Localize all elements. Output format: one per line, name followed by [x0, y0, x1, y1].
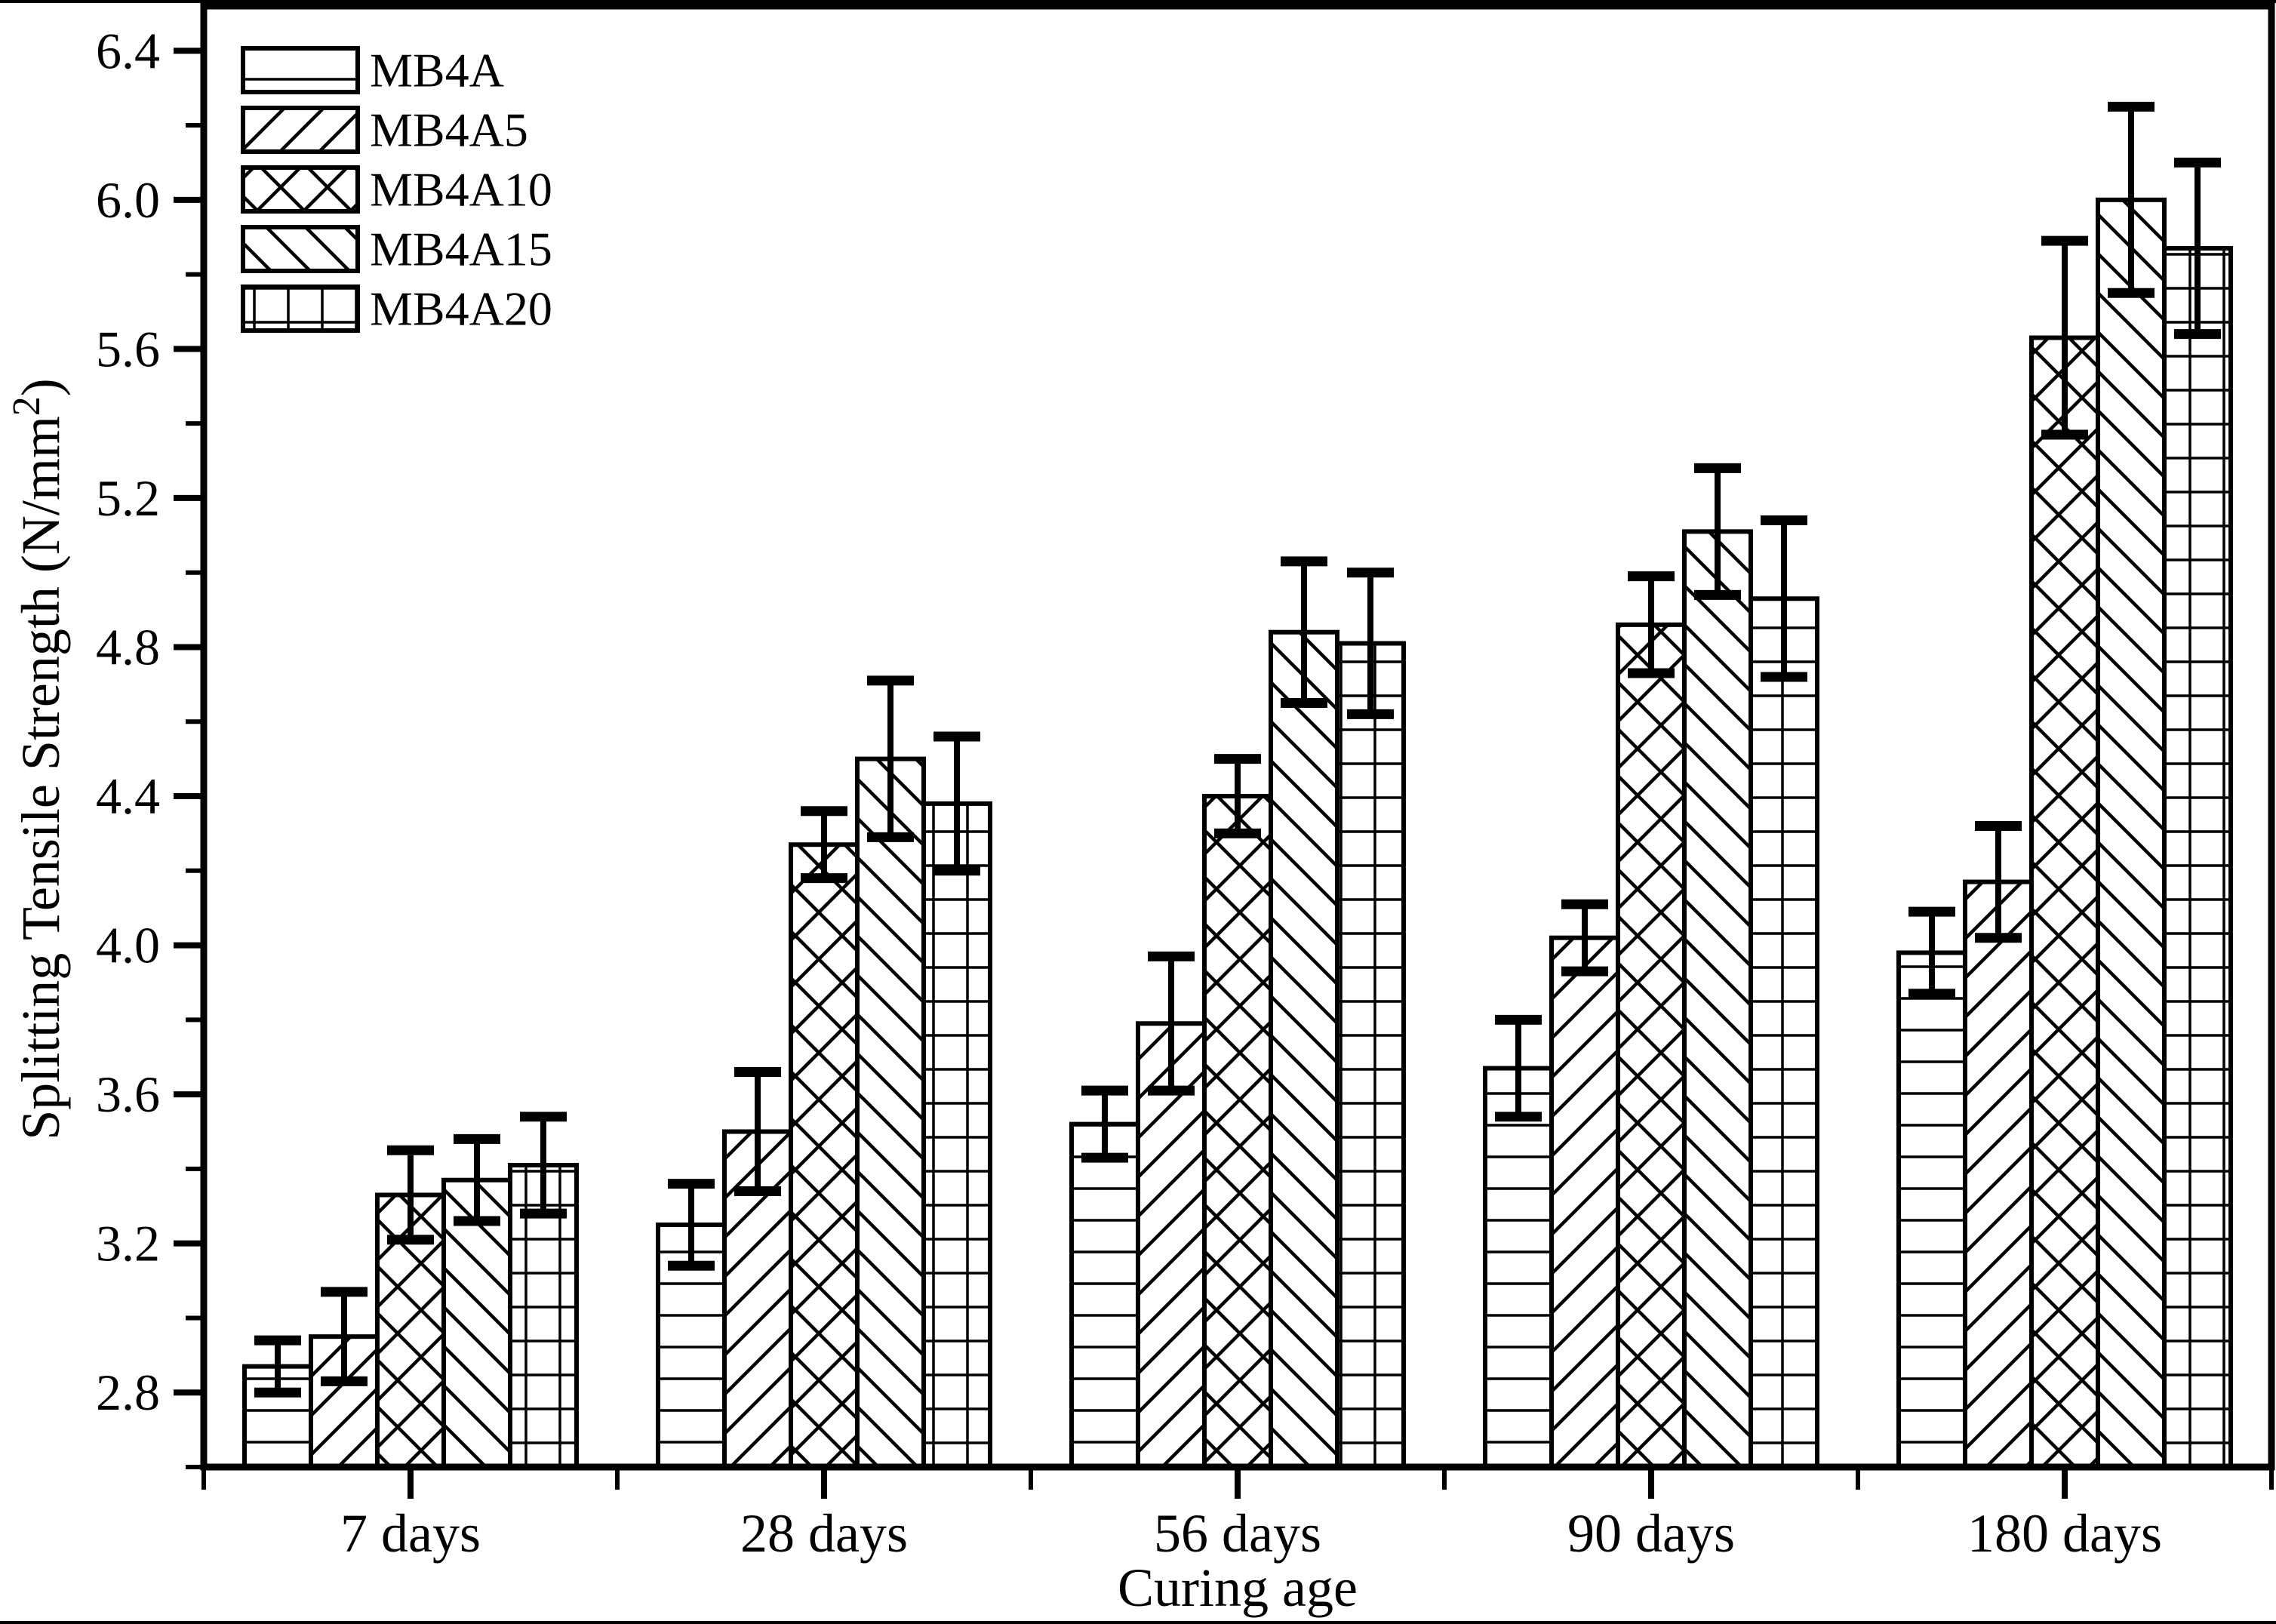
- legend: MB4A MB4A5 MB4A10 MB4A15 MB4A20: [241, 44, 552, 336]
- y-axis-title: Splitting Tensile Strength (N/mm2): [5, 378, 71, 1140]
- legend-item-MB4A5: MB4A5: [241, 103, 528, 157]
- bar-MB4A15-90-days: [1682, 529, 1753, 1470]
- legend-item-MB4A10: MB4A10: [241, 163, 552, 217]
- bar-MB4A20-180-days: [2162, 246, 2233, 1470]
- error-bar-MB4A-7-days: [254, 1335, 301, 1398]
- x-tick-label: 28 days: [740, 1503, 908, 1564]
- x-tick-label: 7 days: [340, 1503, 481, 1564]
- error-bar-MB4A5-180-days: [1975, 821, 2022, 943]
- error-bar-MB4A20-56-days: [1347, 567, 1394, 719]
- error-bar-MB4A10-7-days: [387, 1145, 434, 1245]
- legend-label: MB4A10: [370, 163, 552, 217]
- bar-MB4A10-90-days: [1616, 622, 1687, 1469]
- y-tick-label: 3.2: [96, 1215, 160, 1272]
- error-bar-MB4A15-180-days: [2108, 101, 2155, 298]
- error-bar-MB4A10-28-days: [801, 806, 847, 884]
- legend-swatch-diagonal-forward: [241, 106, 360, 154]
- figure-bottom-rule: [0, 1621, 2276, 1624]
- error-bar-MB4A10-56-days: [1214, 754, 1261, 838]
- y-tick-label: 4.4: [96, 767, 160, 825]
- legend-label: MB4A5: [370, 103, 528, 157]
- legend-swatch-grid: [241, 285, 360, 333]
- legend-item-MB4A15: MB4A15: [241, 223, 552, 276]
- y-tick-label: 6.4: [96, 22, 160, 79]
- error-bar-MB4A-90-days: [1495, 1014, 1542, 1122]
- legend-label: MB4A15: [370, 223, 552, 276]
- y-axis: 2.8 3.2 3.6 4.0 4.4 4.8 5.2 5.6 6.0 6.4: [96, 22, 204, 1469]
- x-axis: 7 days 28 days 56 days 90 days 180 days: [201, 1467, 2274, 1564]
- bar-MB4A-180-days: [1896, 950, 1967, 1469]
- y-tick-label: 4.0: [96, 917, 160, 974]
- error-bar-MB4A20-180-days: [2174, 157, 2221, 340]
- bar-MB4A10-56-days: [1202, 794, 1273, 1469]
- bars-layer: [242, 101, 2233, 1470]
- y-tick-label: 6.0: [96, 171, 160, 229]
- bar-MB4A20-90-days: [1749, 596, 1819, 1470]
- error-bar-MB4A20-90-days: [1761, 515, 1807, 682]
- y-tick-label: 4.8: [96, 618, 160, 675]
- y-tick-label: 5.6: [96, 320, 160, 377]
- x-tick-label: 56 days: [1154, 1503, 1321, 1564]
- x-tick-label: 90 days: [1567, 1503, 1735, 1564]
- y-tick-label: 2.8: [96, 1364, 160, 1421]
- error-bar-MB4A20-7-days: [520, 1112, 567, 1219]
- legend-item-MB4A20: MB4A20: [241, 282, 552, 336]
- figure-top-rule: [0, 0, 2276, 3]
- legend-swatch-diagonal-crosshatch: [241, 165, 360, 214]
- error-bar-MB4A15-7-days: [454, 1133, 500, 1226]
- bar-MB4A15-56-days: [1269, 629, 1339, 1470]
- x-axis-title: Curing age: [1118, 1558, 1358, 1618]
- error-bar-MB4A-28-days: [668, 1179, 715, 1271]
- error-bar-MB4A5-90-days: [1561, 899, 1608, 977]
- bar-MB4A10-180-days: [2029, 335, 2100, 1469]
- bar-MB4A20-56-days: [1335, 641, 1406, 1469]
- legend-label: MB4A: [370, 44, 504, 97]
- error-bar-MB4A15-28-days: [867, 675, 914, 842]
- error-bar-MB4A5-56-days: [1148, 951, 1195, 1096]
- legend-label: MB4A20: [370, 282, 552, 336]
- legend-swatch-diagonal-backward: [241, 225, 360, 273]
- error-bar-MB4A10-90-days: [1628, 571, 1675, 678]
- bar-MB4A-90-days: [1483, 1066, 1554, 1469]
- error-bar-MB4A-56-days: [1081, 1085, 1128, 1163]
- x-tick-label: 180 days: [1967, 1503, 2162, 1564]
- error-bar-MB4A5-7-days: [321, 1287, 368, 1386]
- bar-MB4A5-90-days: [1549, 935, 1620, 1469]
- bar-MB4A10-28-days: [789, 842, 860, 1469]
- bar-MB4A20-28-days: [921, 801, 992, 1469]
- bar-MB4A5-180-days: [1963, 879, 2034, 1470]
- error-bar-MB4A15-56-days: [1281, 556, 1327, 709]
- error-bar-MB4A-180-days: [1908, 906, 1955, 999]
- error-bar-MB4A15-90-days: [1694, 463, 1741, 600]
- error-bar-MB4A5-28-days: [734, 1066, 781, 1197]
- y-tick-label: 5.2: [96, 469, 160, 527]
- legend-item-MB4A: MB4A: [241, 44, 504, 97]
- error-bar-MB4A20-28-days: [933, 731, 980, 876]
- y-tick-label: 3.6: [96, 1066, 160, 1123]
- bar-MB4A15-28-days: [855, 756, 926, 1469]
- legend-swatch-horizontal-lines: [241, 46, 360, 94]
- bar-MB4A15-180-days: [2096, 197, 2167, 1470]
- bar-MB4A-56-days: [1069, 1121, 1140, 1470]
- error-bar-MB4A10-180-days: [2041, 235, 2088, 440]
